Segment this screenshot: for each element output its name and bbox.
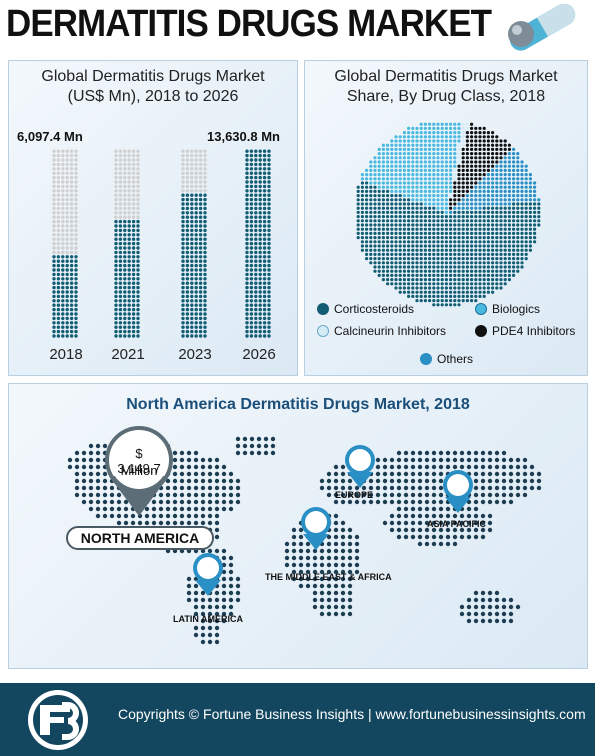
north-america-label-box xyxy=(66,526,214,550)
pie-chart-title-line2: Share, By Drug Class, 2018 xyxy=(346,88,546,105)
pills-icon xyxy=(508,4,576,51)
bar-label-2018: 6,097.4 Mn xyxy=(17,129,83,144)
region-label-asia-pacific: ASIA PACIFIC xyxy=(427,519,487,529)
mea-pin xyxy=(301,507,331,550)
map-panel: North America Dermatitis Drugs Market, 2… xyxy=(8,383,588,669)
x-tick-label: 2023 xyxy=(178,346,211,363)
bar-chart: 2018 2021 2023 2026 xyxy=(49,149,276,363)
bar-chart-title-line2: (US$ Mn), 2018 to 2026 xyxy=(67,88,239,105)
footer: Copyrights © Fortune Business Insights |… xyxy=(0,683,595,756)
north-america-callout xyxy=(105,426,173,516)
legend-label: Biologics xyxy=(492,302,541,316)
legend-swatch xyxy=(420,353,432,365)
bar-chart-panel: Global Dermatitis Drugs Market (US$ Mn),… xyxy=(8,60,298,376)
footer-copyright: Copyrights © Fortune Business Insights |… xyxy=(118,706,586,722)
pie-chart xyxy=(356,122,541,307)
region-label-mea: THE MIDDLE EAST & AFRICA xyxy=(265,572,392,582)
pie-chart-panel: Global Dermatitis Drugs Market Share, By… xyxy=(304,60,588,376)
region-label-europe: EUROPE xyxy=(335,490,374,500)
map-title: North America Dermatitis Drugs Market, 2… xyxy=(126,396,470,413)
legend-label: Others xyxy=(437,352,474,366)
fortune-business-insights-logo xyxy=(28,690,88,750)
region-label-north-america: NORTH AMERICA xyxy=(80,530,200,546)
bar-chart-title-line1: Global Dermatitis Drugs Market xyxy=(41,68,265,85)
asia-pacific-pin xyxy=(443,470,473,513)
world-map xyxy=(66,426,542,645)
legend-swatch xyxy=(475,303,487,315)
x-tick-label: 2018 xyxy=(49,346,82,363)
legend-item-others: Others xyxy=(420,352,473,366)
legend-label: Corticosteroids xyxy=(334,302,415,316)
legend-label: PDE4 Inhibitors xyxy=(492,324,576,338)
pie-slice-calcineurin-inhibitors xyxy=(449,122,469,198)
pie-slice-corticosteroids xyxy=(356,181,541,307)
callout-unit: Million xyxy=(120,463,158,478)
pie-slice-biologics xyxy=(360,122,461,214)
pie-chart-title-line1: Global Dermatitis Drugs Market xyxy=(334,68,558,85)
legend-item-pde4: PDE4 Inhibitors xyxy=(475,324,575,338)
bar-2023 xyxy=(181,149,207,338)
x-tick-label: 2026 xyxy=(242,346,275,363)
bar-2026 xyxy=(245,149,271,338)
legend-item-corticosteroids: Corticosteroids xyxy=(317,302,414,316)
legend-swatch xyxy=(317,325,329,337)
callout-value: $ 3,149.7 xyxy=(117,446,161,476)
page-title: DERMATITIS DRUGS MARKET xyxy=(6,3,492,45)
bar-label-2026: 13,630.8 Mn xyxy=(207,129,280,144)
x-tick-label: 2021 xyxy=(111,346,144,363)
legend-label: Calcineurin Inhibitors xyxy=(334,324,447,338)
bar-2018 xyxy=(52,149,78,338)
legend-swatch xyxy=(317,303,329,315)
legend-swatch xyxy=(475,325,487,337)
bar-2021 xyxy=(114,149,140,338)
legend-item-biologics: Biologics xyxy=(475,302,540,316)
pie-slice-others xyxy=(449,147,541,214)
europe-pin xyxy=(345,445,375,488)
pie-slice-pde4-inhibitors xyxy=(449,122,511,210)
region-label-latin-america: LATIN AMERICA xyxy=(173,614,243,624)
legend-item-calcineurin: Calcineurin Inhibitors xyxy=(317,324,446,338)
latin-america-pin xyxy=(193,553,223,596)
